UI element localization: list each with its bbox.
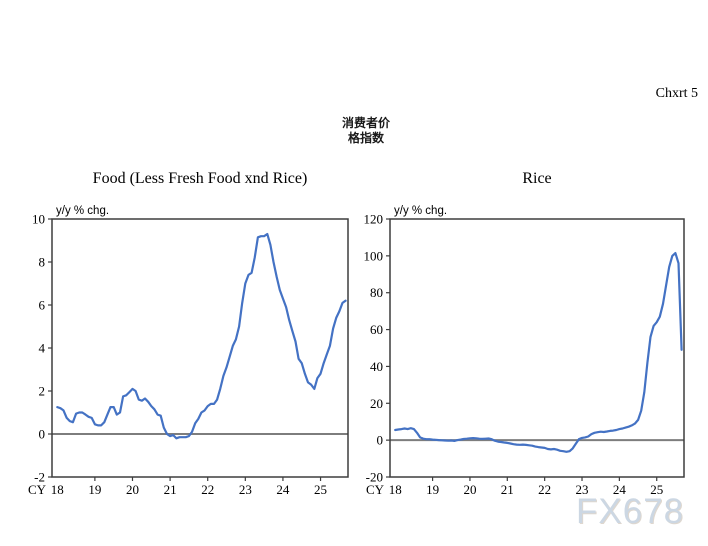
y-tick-label: 60 <box>370 322 383 337</box>
x-tick-label: 21 <box>501 482 514 497</box>
page-title: 消费者价 格指数 <box>286 116 446 146</box>
y-tick-label: 20 <box>370 396 383 411</box>
plot-frame <box>51 218 349 478</box>
y-tick-label: 10 <box>32 212 45 227</box>
y-tick-label: 100 <box>364 248 384 263</box>
data-series-line <box>394 252 683 453</box>
x-tick-label: 20 <box>126 482 139 497</box>
chart-number-label: Chxrt 5 <box>655 86 698 101</box>
y-tick-label: -2 <box>34 470 45 485</box>
x-tick-label: 23 <box>239 482 252 497</box>
y-tick-label: -20 <box>366 470 383 485</box>
plot-frame <box>389 218 685 478</box>
right-chart-title: Rice <box>522 170 552 187</box>
y-tick-label: 0 <box>39 427 46 442</box>
x-tick-label: 22 <box>538 482 551 497</box>
x-tick-label: 24 <box>276 482 290 497</box>
page-title-line2: 格指数 <box>347 131 384 145</box>
x-tick-label: 24 <box>613 482 627 497</box>
data-series-line <box>56 232 347 440</box>
unit-label: y/y % chg. <box>56 205 109 217</box>
y-tick-label: 0 <box>377 433 384 448</box>
y-tick-label: 4 <box>39 341 46 356</box>
x-tick-label: 19 <box>426 482 439 497</box>
x-tick-label: 23 <box>576 482 589 497</box>
x-tick-label: 25 <box>650 482 663 497</box>
y-tick-label: 80 <box>370 285 383 300</box>
left-chart-title: Food (Less Fresh Food xnd Rice) <box>92 170 308 187</box>
x-tick-label: 25 <box>314 482 327 497</box>
x-tick-label: 19 <box>88 482 101 497</box>
unit-label: y/y % chg. <box>394 205 447 217</box>
y-tick-label: 40 <box>370 359 383 374</box>
x-tick-label: 18 <box>51 482 64 497</box>
y-tick-label: 8 <box>39 255 46 270</box>
x-tick-label: 21 <box>164 482 177 497</box>
y-tick-label: 6 <box>39 298 46 313</box>
y-tick-label: 2 <box>39 384 46 399</box>
watermark: FX678 <box>576 492 685 531</box>
x-axis-prefix: CY <box>366 482 385 497</box>
x-tick-label: 22 <box>201 482 214 497</box>
x-axis-prefix: CY <box>28 482 47 497</box>
x-tick-label: 18 <box>389 482 402 497</box>
y-tick-label: 120 <box>364 212 384 227</box>
x-tick-label: 20 <box>463 482 476 497</box>
page-title-line1: 消费者价 <box>341 116 390 130</box>
